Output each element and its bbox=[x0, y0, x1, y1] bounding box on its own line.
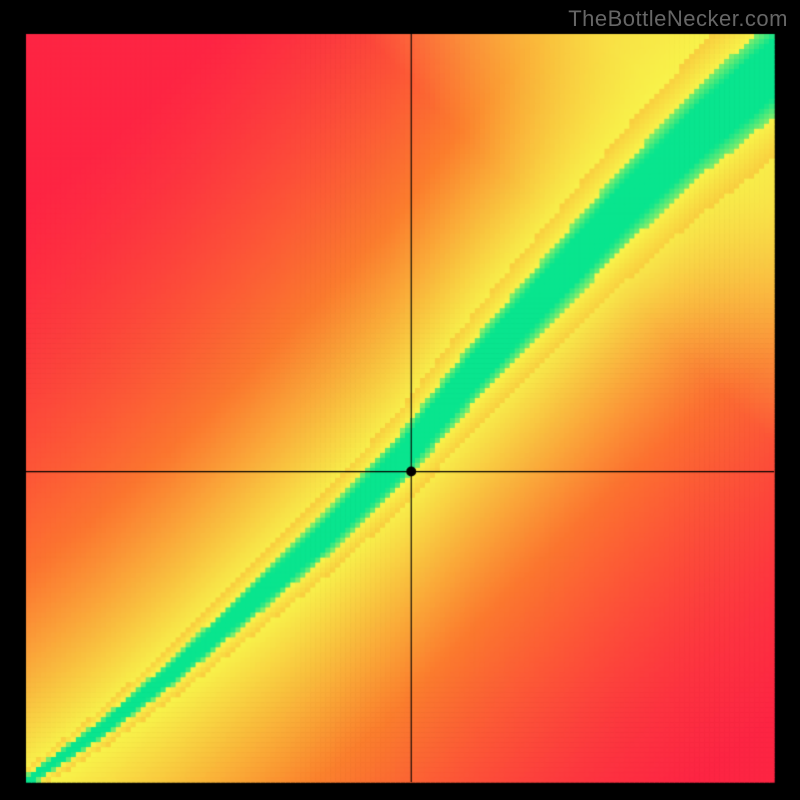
bottleneck-heatmap bbox=[0, 0, 800, 800]
watermark-text: TheBottleNecker.com bbox=[568, 6, 788, 32]
